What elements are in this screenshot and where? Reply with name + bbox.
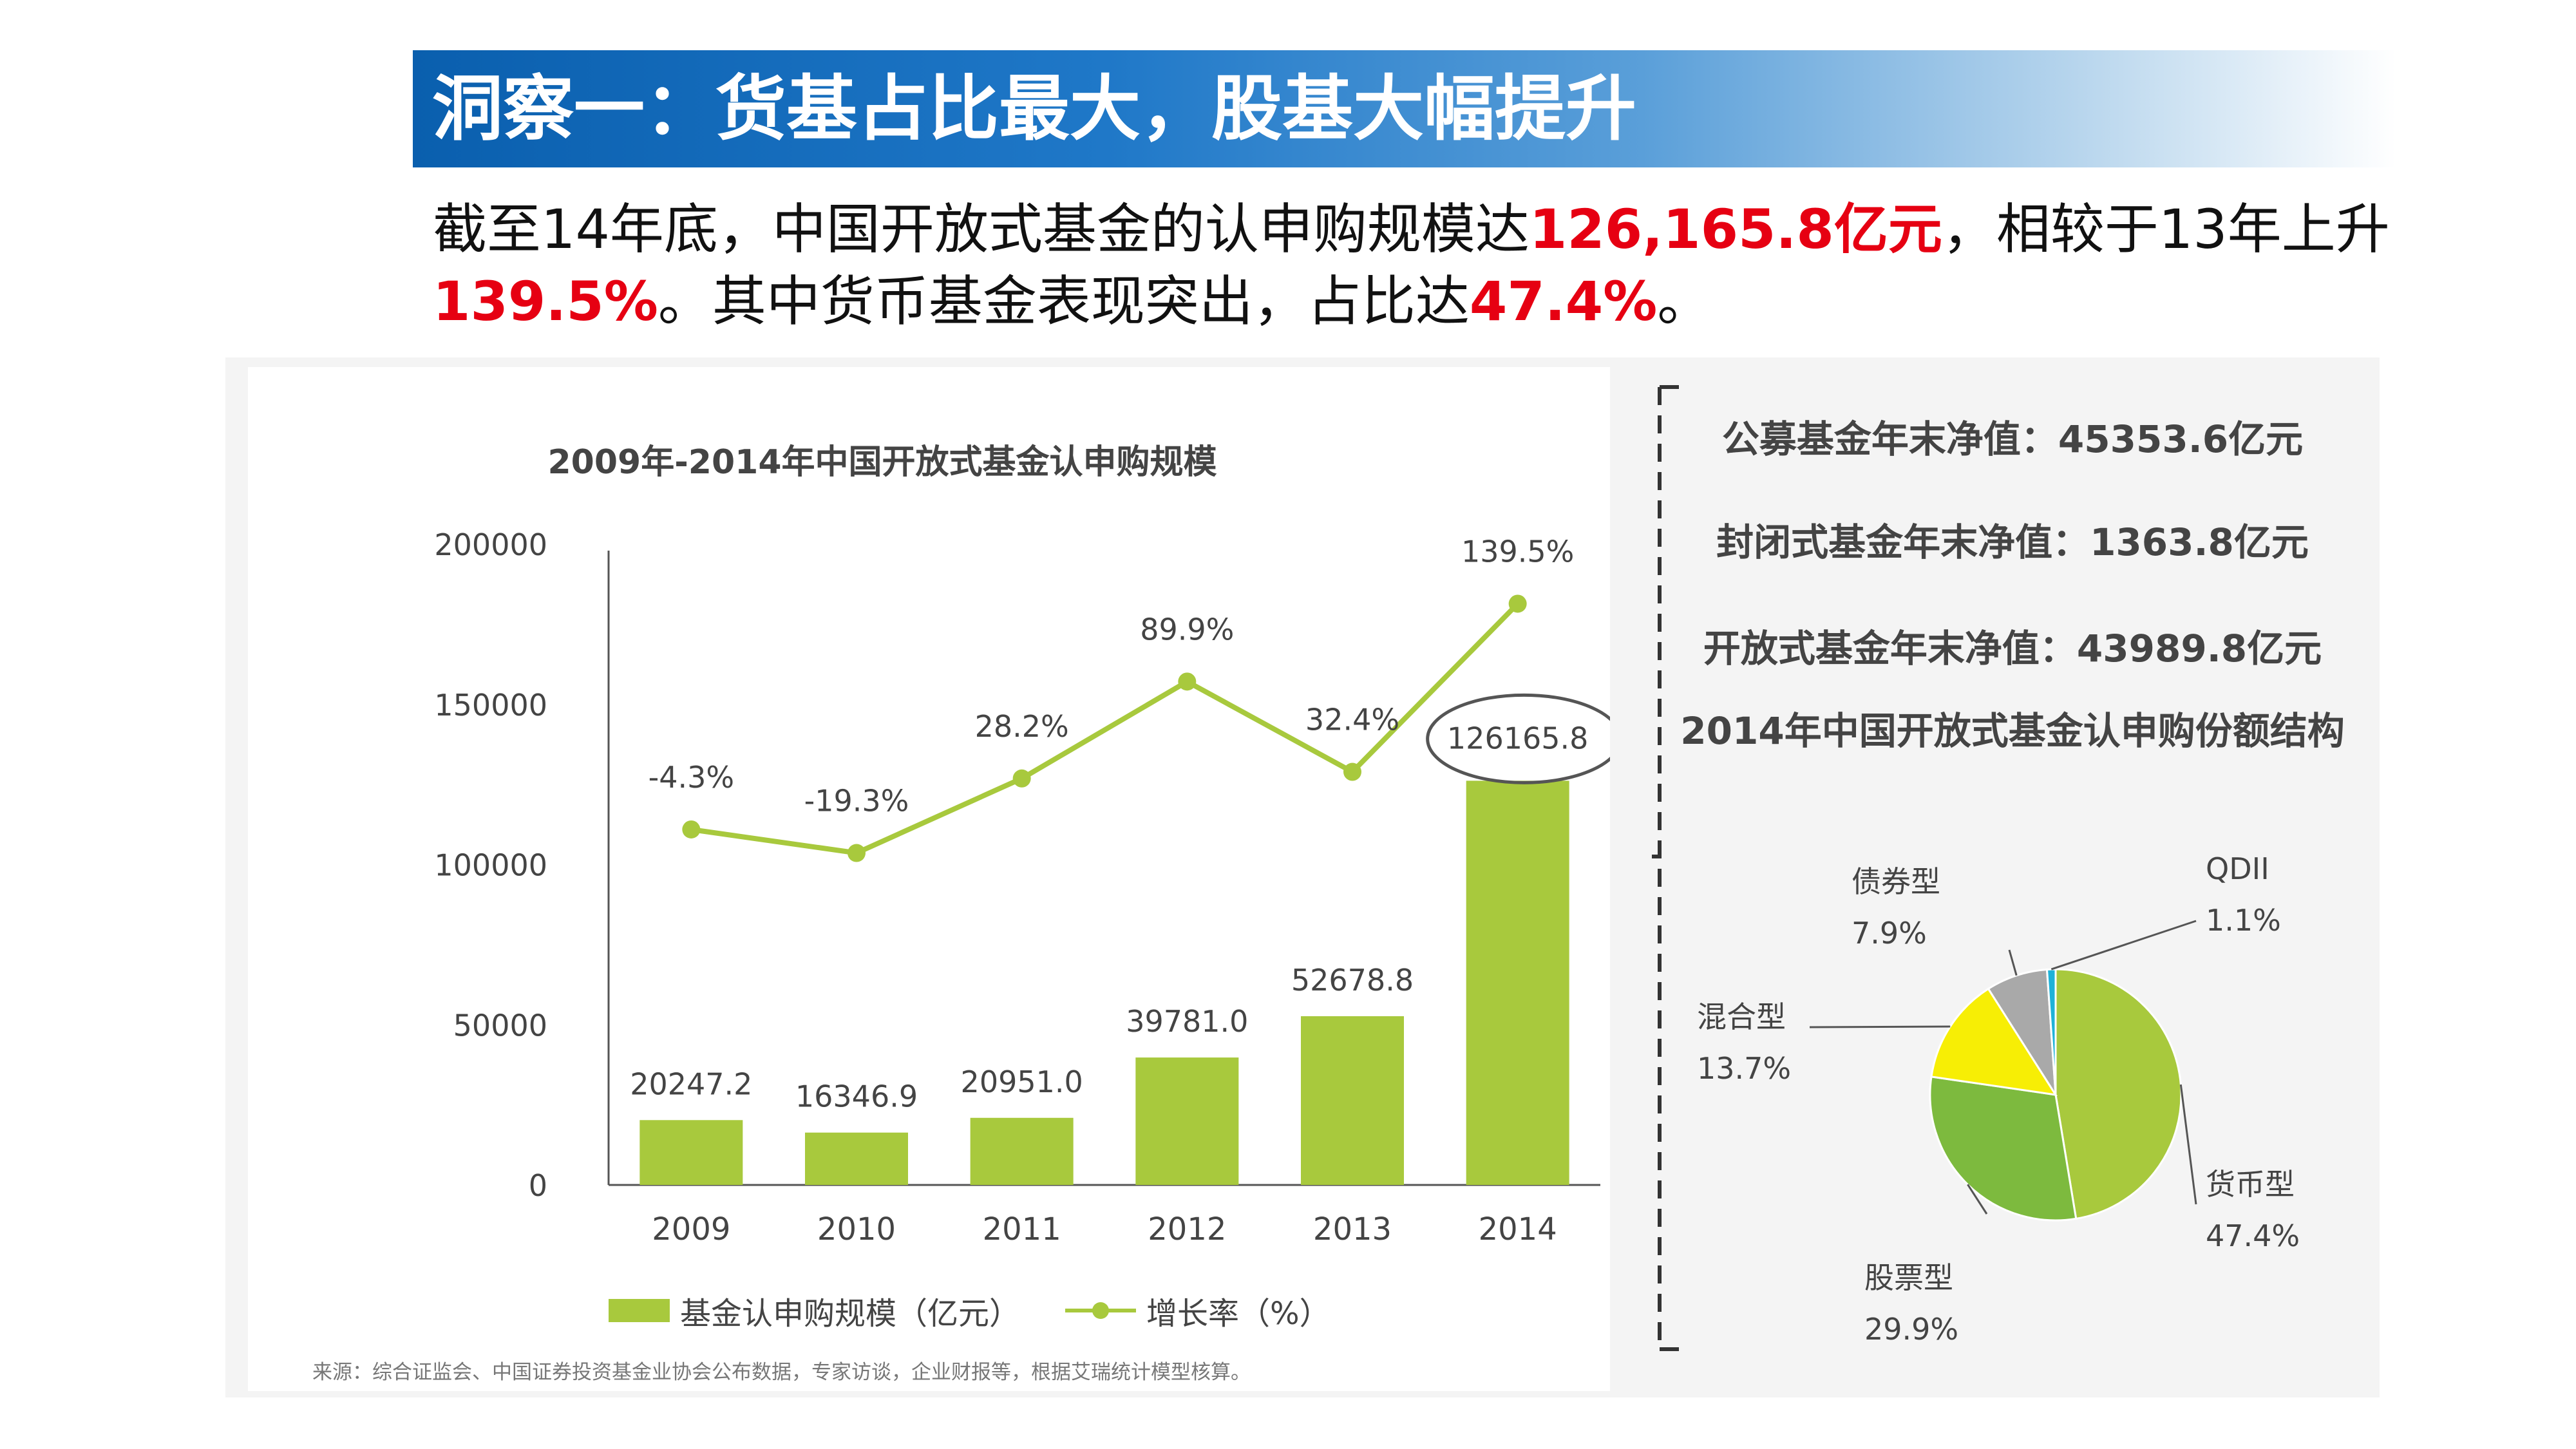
legend-line-label: 增长率（%） <box>1146 1296 1331 1332</box>
pie-slice <box>2045 968 2057 1095</box>
pie-slice-value: 47.4% <box>2206 1218 2300 1253</box>
y-tick-label: 50000 <box>453 1008 547 1043</box>
growth-point <box>848 844 866 862</box>
bar-value-label: 20951.0 <box>961 1065 1083 1099</box>
bar <box>639 1120 743 1185</box>
pie-slice <box>1987 968 2057 1095</box>
growth-point <box>1343 762 1361 781</box>
summary-panel: 公募基金年末净值：45353.6亿元 封闭式基金年末净值：1363.8亿元 开放… <box>1652 383 2373 1356</box>
stat-closed-fund: 封闭式基金年末净值：1363.8亿元 <box>1716 520 2309 564</box>
intro-highlight-share: 47.4% <box>1469 270 1658 333</box>
intro-highlight-total: 126,165.8亿元 <box>1529 198 1942 261</box>
highlight-circle <box>1426 693 1610 784</box>
pie-slice-name: 混合型 <box>1697 999 1786 1034</box>
growth-value-label: 28.2% <box>975 709 1069 744</box>
pie-slice-value: 7.9% <box>1852 916 1927 951</box>
intro-highlight-growth: 139.5% <box>433 270 658 333</box>
pie-chart-title: 2014年中国开放式基金认申购份额结构 <box>1680 709 2345 753</box>
growth-value-label: -4.3% <box>649 760 734 795</box>
bar-value-label: 39781.0 <box>1126 1004 1248 1039</box>
title-banner: 洞察一：货基占比最大，股基大幅提升 <box>413 50 2396 167</box>
legend-line-swatch <box>1065 1298 1137 1323</box>
pie-slice <box>1930 987 2058 1096</box>
growth-value-label: 139.5% <box>1461 534 1574 569</box>
pie-chart: 货币型 47.4% 股票型 29.9% 混合型 13.7% 债券型 7.9% QDII 1.1% <box>1697 851 2300 1347</box>
bar <box>1301 1016 1404 1185</box>
bar-value-label: 20247.2 <box>630 1066 752 1101</box>
pie-leader-line <box>2008 949 2018 976</box>
pie-slice <box>1929 1075 2078 1222</box>
legend-bar-label: 基金认申购规模（亿元） <box>680 1296 1021 1332</box>
slide-title: 洞察一：货基占比最大，股基大幅提升 <box>432 68 1636 150</box>
intro-text-2: ，相较于13年上升 <box>1942 198 2390 261</box>
pie-leader-line <box>2050 920 2197 971</box>
pie-leader-line <box>2179 1084 2197 1205</box>
bar <box>970 1117 1074 1185</box>
pie-slice <box>2054 968 2183 1220</box>
pie-slice-name: QDII <box>2206 851 2269 886</box>
pie-slice-value: 1.1% <box>2206 903 2281 938</box>
source-note: 来源：综合证监会、中国证券投资基金业协会公布数据，专家访谈，企业财报等，根据艾瑞… <box>312 1361 1251 1384</box>
pie-slice-name: 货币型 <box>2206 1167 2295 1202</box>
x-tick-label: 2011 <box>983 1211 1061 1247</box>
bar-chart-title: 2009年-2014年中国开放式基金认申购规模 <box>547 443 1217 482</box>
pie-slice-name: 债券型 <box>1852 864 1940 899</box>
pie-slice-name: 股票型 <box>1864 1260 1953 1295</box>
y-tick-label: 200000 <box>434 527 547 562</box>
x-tick-label: 2013 <box>1313 1211 1392 1247</box>
bar-line-chart: 0 50000 100000 150000 200000 2009 20247.2 2010 1… <box>434 527 1610 1247</box>
chart-legend: 基金认申购规模（亿元） 增长率（%） <box>609 1288 1331 1333</box>
y-tick-label: 0 <box>529 1168 547 1203</box>
pie-slice-value: 13.7% <box>1697 1051 1791 1086</box>
x-tick-label: 2014 <box>1479 1211 1557 1247</box>
side-bracket <box>1652 385 1679 1351</box>
x-tick-label: 2009 <box>652 1211 730 1247</box>
stat-open-fund: 开放式基金年末净值：43989.8亿元 <box>1703 627 2322 670</box>
pie-slice-value: 29.9% <box>1864 1312 1958 1347</box>
intro-text-1: 截至14年底，中国开放式基金的认申购规模达 <box>433 198 1530 261</box>
y-tick-label: 100000 <box>434 848 547 883</box>
intro-paragraph: 截至14年底，中国开放式基金的认申购规模达126,165.8亿元，相较于13年上… <box>433 193 2558 337</box>
intro-text-3: 。其中货币基金表现突出，占比达 <box>658 270 1470 333</box>
bar <box>805 1132 908 1185</box>
growth-value-label: 32.4% <box>1305 703 1399 737</box>
growth-point <box>1508 594 1527 613</box>
bar-value-label: 16346.9 <box>795 1079 918 1114</box>
growth-value-label: -19.3% <box>804 784 909 819</box>
x-tick-label: 2012 <box>1148 1211 1226 1247</box>
stat-public-fund: 公募基金年末净值：45353.6亿元 <box>1721 417 2304 461</box>
bar <box>1466 781 1569 1185</box>
growth-point <box>682 820 701 838</box>
y-tick-label: 150000 <box>434 688 547 723</box>
growth-value-label: 89.9% <box>1140 612 1234 647</box>
infographic-figure: 2009年-2014年中国开放式基金认申购规模 0 50000 100000 1500… <box>225 357 2380 1397</box>
x-tick-label: 2010 <box>817 1211 896 1247</box>
bar <box>1135 1057 1239 1185</box>
growth-point <box>1012 769 1031 788</box>
bar-value-label: 52678.8 <box>1291 963 1414 998</box>
legend-bar-swatch <box>609 1299 670 1322</box>
bar-chart-panel: 2009年-2014年中国开放式基金认申购规模 0 50000 100000 1500… <box>248 367 1610 1391</box>
bar-value-label: 126165.8 <box>1447 721 1589 755</box>
intro-text-4: 。 <box>1657 270 1712 333</box>
growth-point <box>1178 672 1197 691</box>
pie-leader-line <box>1967 1184 1988 1215</box>
growth-line <box>690 601 1520 856</box>
